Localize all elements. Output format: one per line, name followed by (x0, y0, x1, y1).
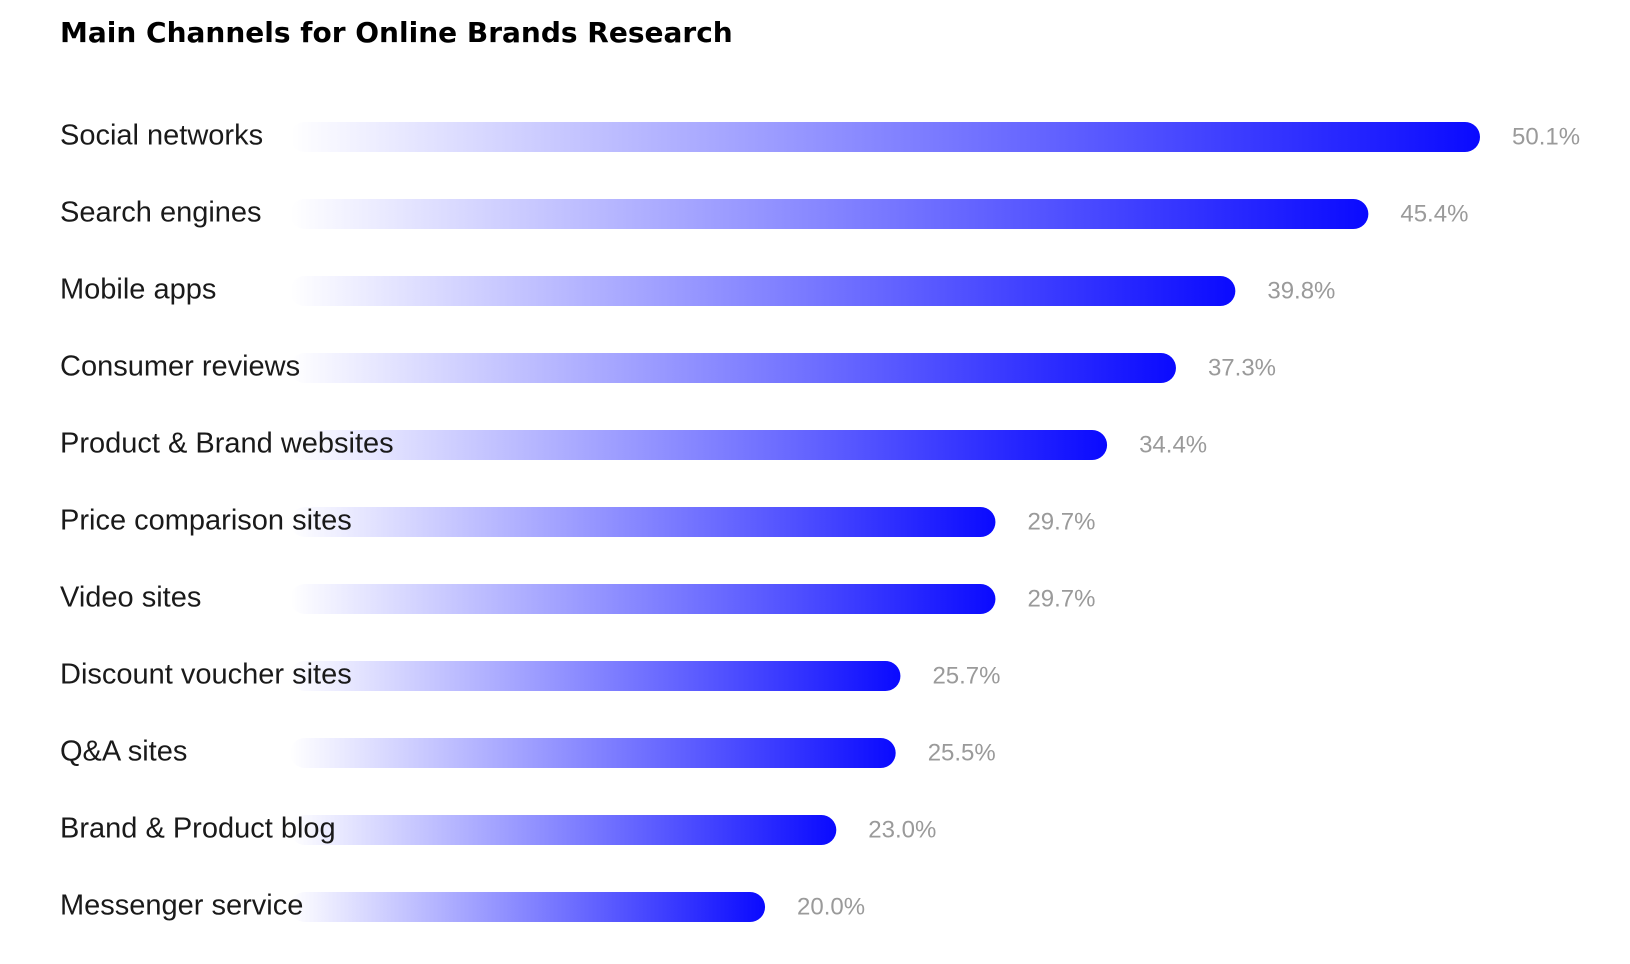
value-label: 29.7% (1027, 585, 1095, 612)
value-label: 39.8% (1267, 277, 1335, 304)
category-label: Mobile apps (60, 274, 216, 306)
chart-title: Main Channels for Online Brands Research (60, 16, 733, 49)
category-label: Video sites (60, 582, 201, 614)
value-label: 25.5% (928, 739, 996, 766)
value-label: 34.4% (1139, 431, 1207, 458)
bar (290, 584, 996, 614)
value-label: 45.4% (1400, 200, 1468, 227)
bar (290, 199, 1369, 229)
bar (290, 815, 837, 845)
bar (290, 353, 1176, 383)
value-label: 23.0% (868, 816, 936, 843)
category-label: Q&A sites (60, 736, 187, 768)
value-label: 25.7% (932, 662, 1000, 689)
category-label: Social networks (60, 120, 263, 152)
category-label: Discount voucher sites (60, 659, 352, 691)
bar (290, 430, 1108, 460)
bar (290, 276, 1236, 306)
category-label: Product & Brand websites (60, 428, 394, 460)
value-label: 50.1% (1512, 123, 1580, 150)
bar (290, 661, 901, 691)
bar (290, 738, 896, 768)
bar (290, 122, 1480, 152)
value-label: 37.3% (1208, 354, 1276, 381)
category-label: Search engines (60, 197, 262, 229)
category-label: Messenger service (60, 890, 303, 922)
bar (290, 892, 766, 922)
category-label: Price comparison sites (60, 505, 352, 537)
bar (290, 507, 996, 537)
category-label: Brand & Product blog (60, 813, 336, 845)
category-label: Consumer reviews (60, 351, 300, 383)
value-label: 29.7% (1027, 508, 1095, 535)
value-label: 20.0% (797, 893, 865, 920)
